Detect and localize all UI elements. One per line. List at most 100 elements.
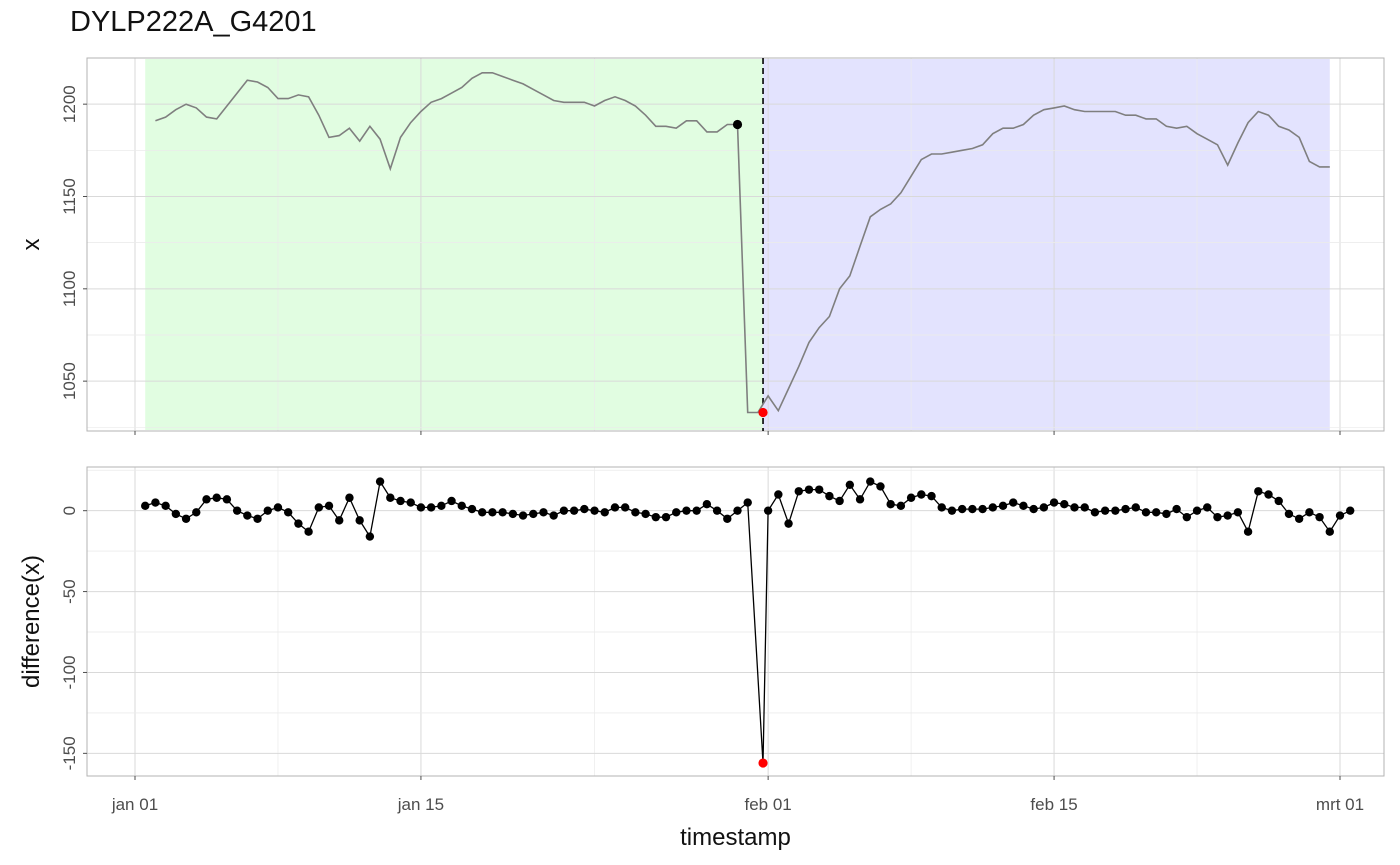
- bottom-panel: -150 -100 -50 0 difference(x): [18, 466, 1385, 780]
- x-tick-label: jan 01: [111, 795, 158, 814]
- data-point: [1284, 509, 1294, 519]
- data-point: [508, 509, 518, 519]
- y-tick-label: 0: [60, 506, 79, 515]
- data-point: [1203, 503, 1212, 512]
- data-point: [896, 501, 906, 511]
- data-point: [416, 503, 426, 512]
- data-point: [1305, 508, 1314, 517]
- x-tick-label: mrt 01: [1316, 795, 1364, 814]
- data-point: [1274, 496, 1283, 506]
- data-point: [151, 498, 160, 507]
- data-point: [202, 495, 211, 504]
- data-point: [631, 508, 640, 517]
- y-tick-label: -50: [60, 579, 79, 604]
- data-point: [498, 508, 507, 517]
- data-point: [1060, 500, 1069, 509]
- data-point: [1335, 511, 1345, 520]
- data-point: [335, 516, 344, 525]
- data-point: [1131, 503, 1140, 512]
- x-tick-label: jan 15: [397, 795, 444, 814]
- data-point: [243, 511, 252, 520]
- data-point: [763, 506, 773, 515]
- data-point: [580, 504, 589, 514]
- data-point: [488, 508, 497, 517]
- data-point: [1039, 503, 1049, 512]
- data-point: [876, 482, 885, 491]
- data-point: [386, 493, 395, 502]
- data-point: [467, 504, 477, 514]
- data-point: [1111, 506, 1120, 515]
- data-point: [825, 491, 834, 501]
- data-point: [1243, 527, 1253, 536]
- data-point: [988, 503, 997, 512]
- y-tick-label: 1150: [60, 178, 79, 215]
- panel-border: [86, 466, 1385, 777]
- data-point: [518, 511, 528, 520]
- y-tick-label: 1050: [60, 362, 79, 400]
- data-point: [661, 512, 671, 522]
- data-point: [559, 506, 569, 515]
- data-point: [1192, 506, 1202, 515]
- data-point: [141, 501, 150, 511]
- data-point: [161, 501, 170, 511]
- panel-border: [86, 57, 1385, 432]
- data-point: [590, 506, 599, 515]
- data-point: [968, 504, 977, 514]
- data-point: [263, 506, 272, 515]
- data-point: [406, 498, 415, 507]
- y-tick-label: 1200: [60, 85, 79, 123]
- region-1: [763, 59, 1330, 430]
- y-tick-label: 1100: [60, 271, 79, 308]
- y-axis-title: difference(x): [18, 555, 45, 688]
- data-point: [712, 506, 722, 515]
- data-point: [723, 514, 732, 523]
- x-tick-label: feb 01: [745, 795, 792, 814]
- data-point: [702, 500, 712, 509]
- y-axis-title: x: [18, 239, 45, 251]
- data-point: [620, 503, 630, 512]
- data-point: [855, 495, 865, 504]
- data-point: [1264, 490, 1273, 499]
- data-point: [784, 519, 793, 528]
- top-panel: 1050 1100 1150 1200 x: [18, 57, 1385, 435]
- data-point: [641, 509, 650, 519]
- data-point: [1254, 487, 1263, 496]
- data-point: [1019, 501, 1028, 511]
- data-point: [212, 493, 221, 502]
- data-point: [651, 512, 661, 522]
- data-point: [978, 504, 987, 514]
- data-point: [1172, 504, 1181, 514]
- data-point: [1141, 508, 1151, 517]
- data-point: [866, 477, 875, 486]
- data-point: [804, 485, 814, 494]
- data-point: [600, 508, 609, 517]
- data-point: [283, 508, 293, 517]
- data-point: [794, 487, 803, 496]
- data-point: [947, 506, 957, 515]
- data-point: [610, 503, 620, 512]
- panel-background: [87, 467, 1384, 776]
- data-point: [927, 491, 936, 501]
- data-point: [672, 508, 681, 517]
- data-point: [733, 506, 742, 515]
- y-tick-label: -100: [60, 655, 79, 689]
- data-point: [692, 506, 701, 515]
- data-point: [273, 503, 283, 512]
- highlight-point: [758, 407, 768, 418]
- data-point: [1009, 498, 1018, 507]
- data-point: [1325, 527, 1334, 536]
- data-point: [1090, 508, 1100, 517]
- data-point: [957, 504, 967, 514]
- data-point: [447, 496, 456, 506]
- series-line: [155, 72, 1330, 414]
- region-0: [145, 59, 764, 430]
- data-point: [1162, 509, 1171, 519]
- data-point: [192, 508, 201, 517]
- data-point: [1346, 506, 1355, 515]
- data-point: [324, 501, 334, 511]
- data-point: [549, 511, 558, 520]
- highlight-point: [732, 119, 743, 130]
- data-point: [1151, 508, 1161, 517]
- data-point: [171, 509, 181, 519]
